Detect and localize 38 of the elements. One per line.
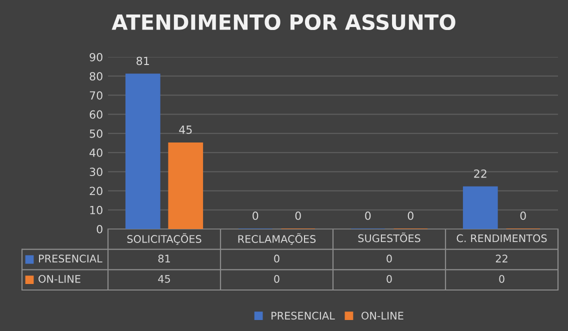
text: 0 [274,254,280,263]
legend-label: ON-LINE [362,312,404,320]
text: PRESENCIAL [272,312,335,320]
x-tick-label: C. RENDIMENTOS [456,234,547,242]
data-label: 0 [520,212,526,220]
text: 81 [158,254,170,263]
data-label: 0 [408,212,414,220]
data-label: 45 [179,126,192,134]
bar [462,186,498,229]
y-tick-label: 60 [90,110,102,119]
legend-label: PRESENCIAL [39,254,102,263]
x-tick-label: SUGESTÕES [358,232,420,242]
data-label: 0 [295,212,301,220]
text: 45 [158,275,170,283]
data-label: 0 [365,212,371,220]
y-tick-label: 70 [90,91,102,100]
x-tick-label: SOLICITAÇÕES [127,233,202,245]
bar [168,142,204,229]
text: ON-LINE [38,274,80,283]
y-tick-label: 90 [90,52,102,62]
text: 0 [386,254,392,263]
text: 0 [499,274,504,283]
data-label: 0 [252,212,258,220]
y-tick-label: 80 [90,72,102,80]
text: 0 [386,274,392,283]
y-tick-label: 40 [90,148,102,157]
y-tick-label: 20 [90,186,102,196]
data-label: 81 [136,56,149,66]
text: 0 [274,274,280,283]
y-tick-label: 10 [90,206,102,214]
y-tick-label: 0 [96,224,102,234]
chart-title: ATENDIMENTO POR ASSUNTO [112,14,456,30]
y-tick-label: 30 [90,168,102,176]
data-label: 22 [474,169,486,178]
x-tick-label: RECLAMAÇÕES [238,233,316,245]
text: 22 [496,254,508,262]
bar [125,74,160,229]
y-tick-label: 50 [90,129,102,138]
